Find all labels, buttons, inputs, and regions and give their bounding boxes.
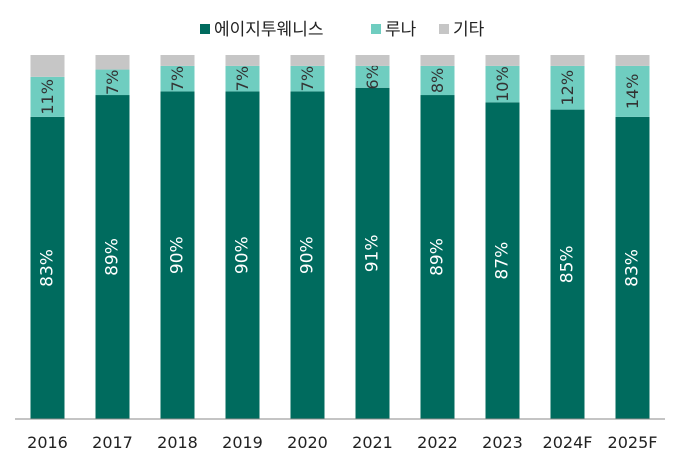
bar-2-2018 (160, 55, 195, 66)
bar-1-2018 (160, 65, 195, 92)
legend-swatch-1 (371, 24, 381, 34)
bar-1-2016 (30, 76, 65, 117)
data-label-1-2018: 7% (168, 66, 187, 91)
bar-1-2017 (95, 69, 130, 96)
bar-0-2018 (160, 91, 195, 420)
data-label-0-2019: 90% (233, 236, 253, 274)
x-tick-2017: 2017 (92, 433, 133, 452)
bar-0-2017 (95, 95, 130, 419)
x-tick-2020: 2020 (287, 433, 328, 452)
bar-0-2023 (485, 102, 520, 419)
data-label-1-2022: 8% (428, 68, 447, 93)
bar-2-2019 (225, 55, 260, 66)
data-label-0-2022: 89% (428, 238, 448, 276)
bar-2-2021 (355, 55, 390, 66)
bar-2-2020 (290, 55, 325, 66)
bar-1-2024F (550, 65, 585, 110)
data-label-0-2018: 90% (168, 236, 188, 274)
bar-1-2020 (290, 65, 325, 92)
data-label-1-2020: 7% (298, 66, 317, 91)
bar-1-2025F (615, 65, 650, 117)
x-tick-2016: 2016 (27, 433, 68, 452)
bar-1-2022 (420, 65, 455, 96)
data-label-1-2025F: 14% (623, 74, 642, 110)
data-label-1-2016: 11% (38, 79, 57, 115)
bar-2-2023 (485, 55, 520, 66)
bar-0-2025F (615, 116, 650, 419)
x-tick-2025F: 2025F (608, 433, 658, 452)
bar-0-2022 (420, 95, 455, 419)
data-label-1-2017: 7% (103, 70, 122, 95)
data-label-0-2023: 87% (493, 242, 513, 280)
legend-label-1: 루나 (385, 20, 417, 40)
x-tick-2024F: 2024F (543, 433, 593, 452)
data-label-0-2025F: 83% (623, 249, 643, 287)
x-tick-2018: 2018 (157, 433, 198, 452)
bar-0-2019 (225, 91, 260, 420)
data-label-0-2016: 83% (38, 249, 58, 287)
bar-0-2020 (290, 91, 325, 420)
legend-swatch-0 (200, 24, 210, 34)
data-label-0-2024F: 85% (558, 245, 578, 283)
bar-1-2023 (485, 65, 520, 103)
bar-0-2016 (30, 116, 65, 419)
data-label-0-2017: 89% (103, 238, 123, 276)
x-tick-labels: 2016 2017 2018 2019 2020 2021 2022 2023 2024F 202… (27, 433, 657, 452)
x-tick-2019: 2019 (222, 433, 263, 452)
data-label-0-2020: 90% (298, 236, 318, 274)
data-label-1-2019: 7% (233, 66, 252, 91)
legend: 에이지투웨니스 루나 기타 (200, 20, 485, 40)
x-tick-2022: 2022 (417, 433, 458, 452)
legend-swatch-2 (439, 24, 449, 34)
x-tick-2023: 2023 (482, 433, 523, 452)
legend-label-2: 기타 (453, 20, 485, 40)
data-label-0-2021: 91% (363, 234, 383, 272)
bar-1-2019 (225, 65, 260, 92)
bar-2-2022 (420, 55, 455, 66)
data-label-1-2024F: 12% (558, 70, 577, 106)
bar-2-2024F (550, 55, 585, 66)
bar-2-2016 (30, 55, 65, 77)
data-label-1-2023: 10% (493, 66, 512, 102)
bars: 83% 11% 89% 7% 90% 7% 90% 7% 90% 7% 91% 6% 89% 8% 87% 1… (30, 55, 650, 420)
bar-0-2024F (550, 109, 585, 419)
bar-2-2017 (95, 55, 130, 70)
data-label-1-2021: 6% (363, 64, 382, 89)
x-tick-2021: 2021 (352, 433, 393, 452)
legend-label-0: 에이지투웨니스 (214, 20, 323, 40)
bar-0-2021 (355, 87, 390, 419)
bar-1-2021 (355, 65, 390, 88)
bar-2-2025F (615, 55, 650, 66)
